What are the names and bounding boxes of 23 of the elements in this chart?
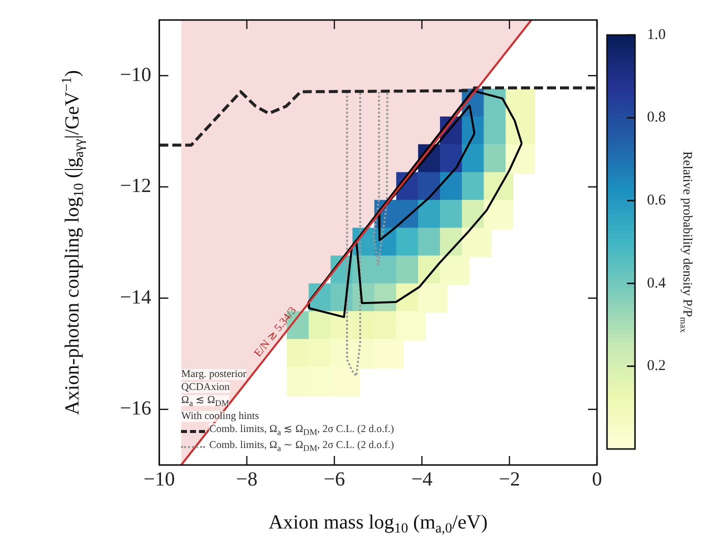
annotation: Ω$_{a}$ ≲ Ω$_{DM}$	[181, 395, 230, 408]
x-tick-label: −8	[236, 468, 258, 490]
x-tick-label: −6	[324, 468, 346, 490]
y-tick-label: −12	[120, 175, 152, 198]
color-bar-label: 1.0	[647, 26, 666, 43]
legend-label: Comb. limits, Ω$_{a}$ ∼ Ω$_{DM}$, 2σ C.L. (2 d.o.f.)	[209, 439, 394, 456]
y-axis-title: Axion-photon coupling log10 (|gaγγ|/GeV−1)	[60, 70, 87, 415]
y-tick-label: −10	[120, 64, 152, 86]
annotation: Marg. posterior	[181, 369, 246, 380]
color-bar-label: 0.2	[647, 358, 666, 374]
legend-label: Comb. limits, Ω$_{a}$ ≲ Ω$_{DM}$, 2σ C.L. (2 d.o.f.)	[209, 423, 394, 440]
annotation: With cooling hints	[181, 411, 260, 422]
x-tick-label: −10	[144, 468, 175, 490]
y-tick-label: −16	[120, 398, 152, 420]
color-bar-label: 0.8	[647, 110, 666, 126]
x-tick-label: −4	[411, 468, 433, 490]
color-bar-title: Relative probability density P/Pmax	[678, 151, 696, 334]
x-tick-label: −2	[498, 468, 520, 490]
y-tick-label: −14	[120, 286, 152, 308]
annotation: QCDAxion	[181, 382, 230, 393]
color-bar-label: 0.6	[647, 192, 666, 209]
x-tick-label: 0	[592, 468, 602, 490]
color-bar-label: 0.4	[647, 275, 666, 292]
